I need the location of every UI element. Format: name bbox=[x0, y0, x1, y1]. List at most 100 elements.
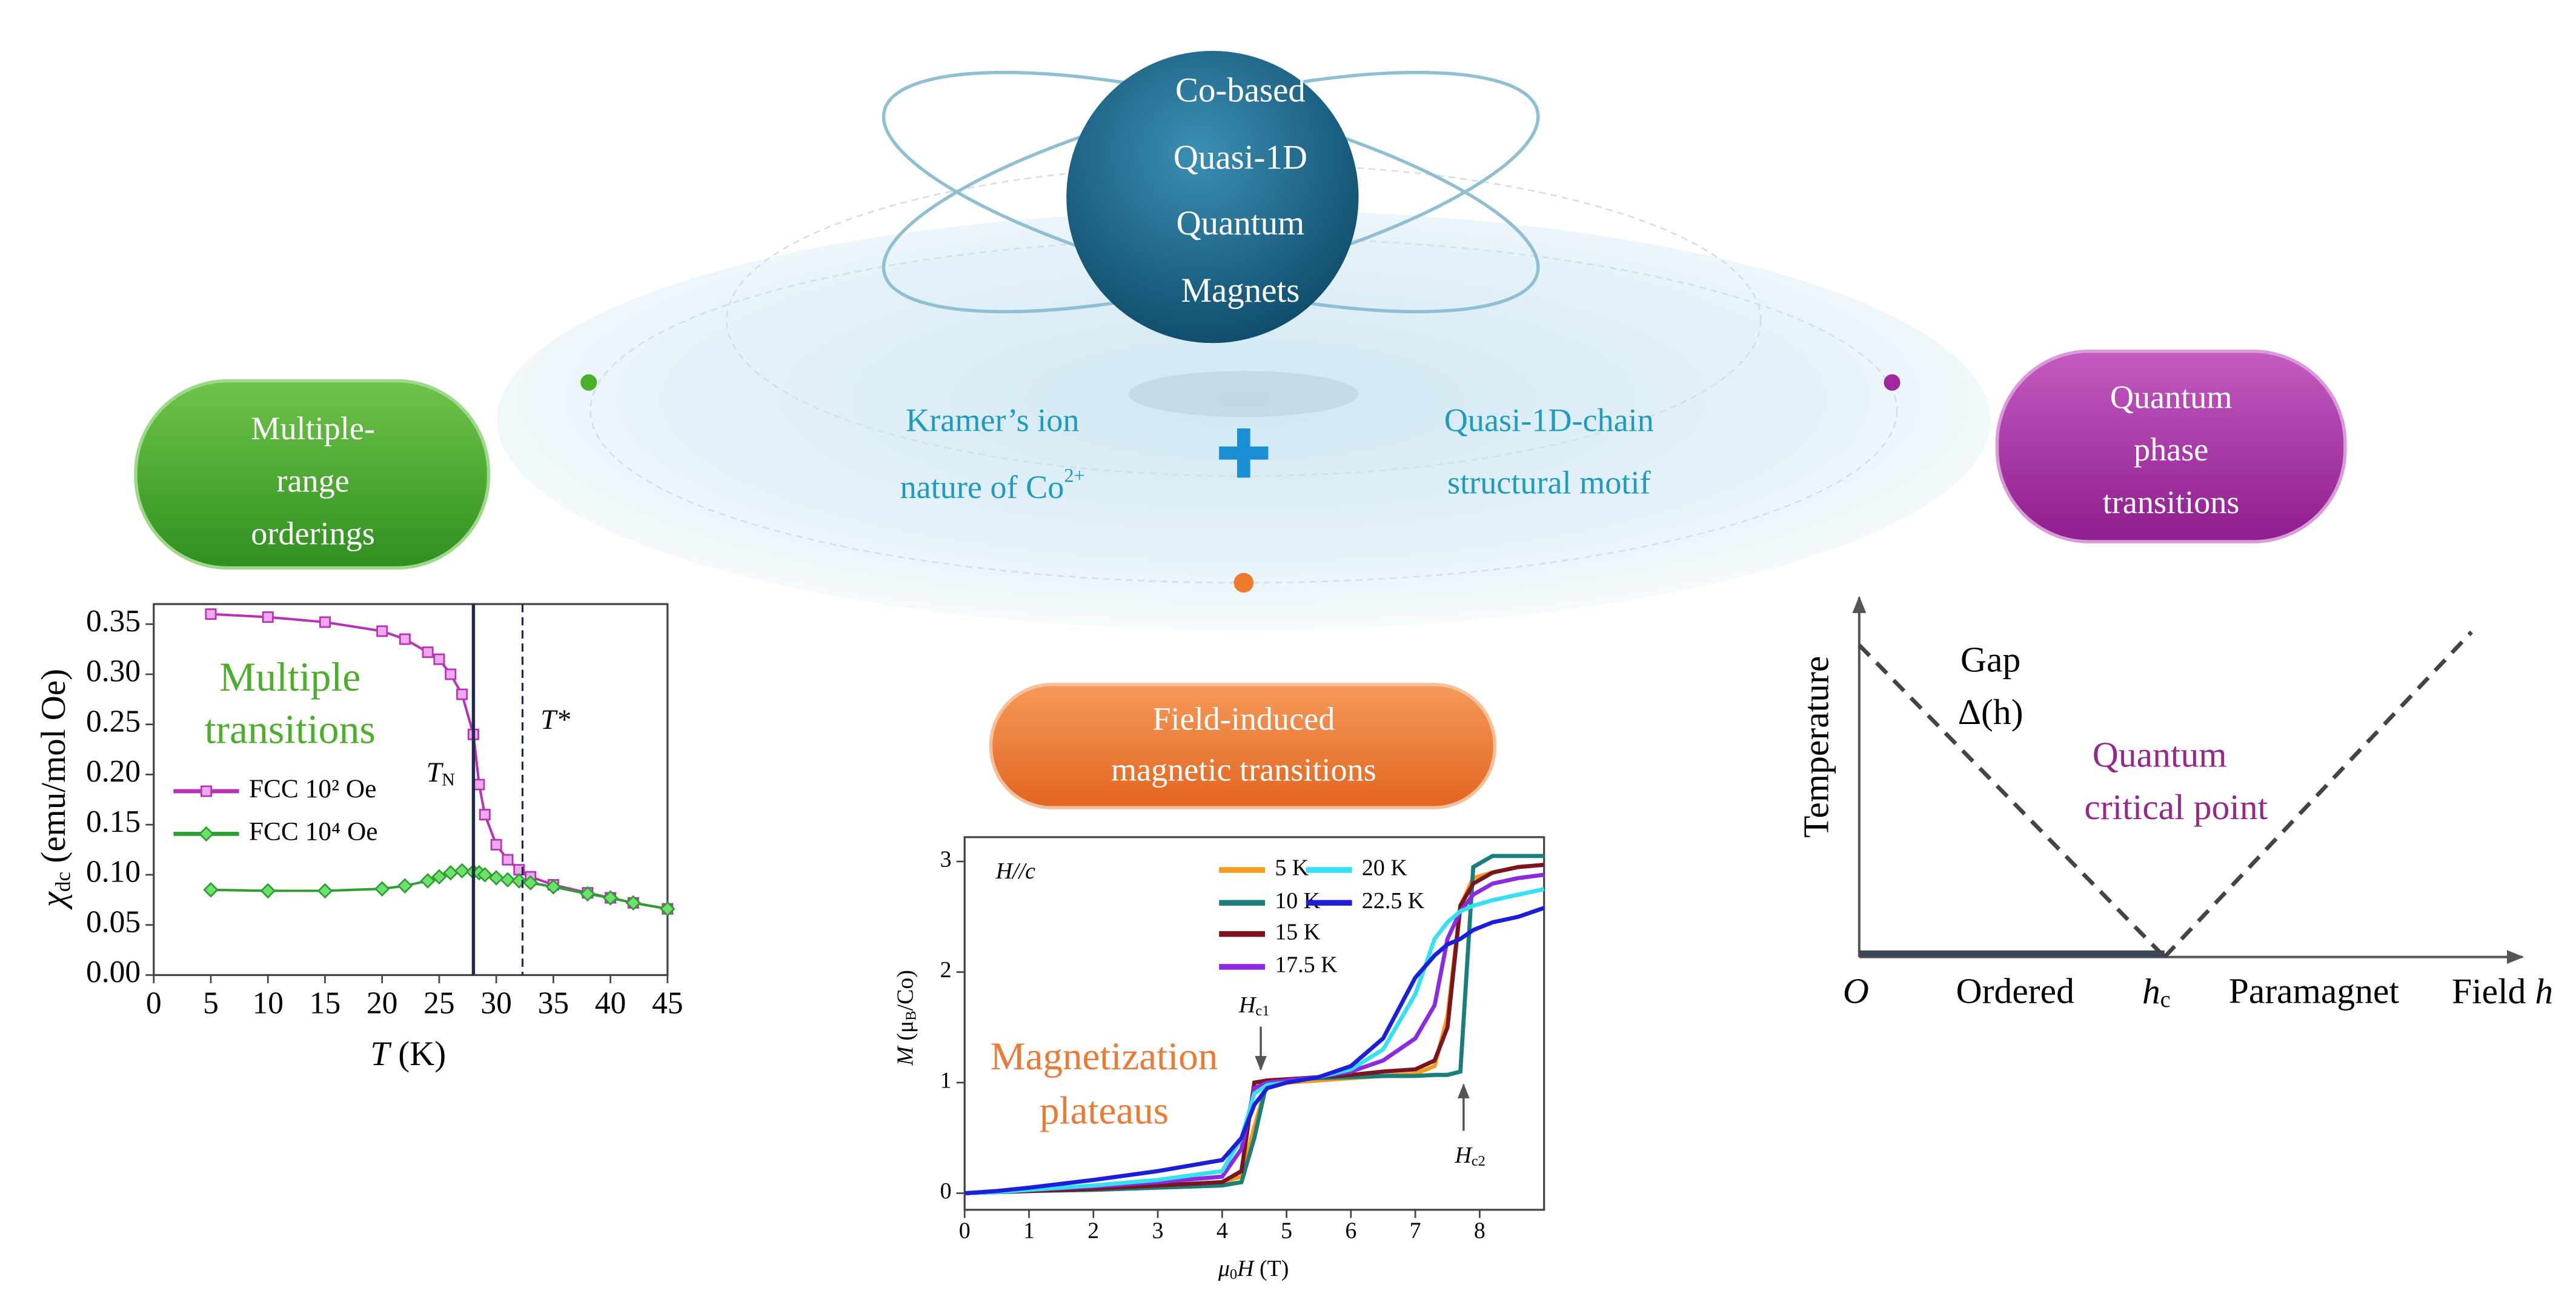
x-tick-label: 6 bbox=[1345, 1218, 1356, 1243]
x-tick-label: 15 bbox=[310, 986, 340, 1021]
point bbox=[376, 625, 388, 637]
point bbox=[374, 881, 390, 897]
point bbox=[399, 633, 411, 645]
y-tick-label: 0.20 bbox=[86, 754, 141, 789]
point bbox=[502, 854, 514, 866]
point bbox=[201, 785, 212, 797]
point bbox=[422, 646, 434, 658]
legend-label: 20 K bbox=[1362, 855, 1407, 881]
subscript: c bbox=[2160, 986, 2171, 1012]
badge bbox=[1995, 350, 2347, 543]
feature-line: structural motif bbox=[1447, 464, 1651, 500]
text-part: H bbox=[1454, 1143, 1473, 1168]
y-tick-label: 0.30 bbox=[86, 654, 141, 689]
text-part: 0 bbox=[1230, 1266, 1237, 1283]
y-tick-label: 0.10 bbox=[86, 855, 141, 889]
arrow-label: Hc1 bbox=[1238, 992, 1269, 1019]
symbol: h bbox=[2535, 971, 2553, 1011]
transition-label: TN bbox=[427, 756, 455, 789]
point bbox=[580, 886, 596, 902]
hub-features: Kramer’s ion nature of Co2+ Quasi-1D-cha… bbox=[900, 402, 1654, 505]
superscript: 2+ bbox=[1064, 465, 1085, 487]
text-part: dc bbox=[51, 872, 75, 892]
badge-line: magnetic transitions bbox=[1111, 752, 1376, 788]
point bbox=[490, 838, 502, 851]
label: critical point bbox=[2084, 787, 2268, 827]
feature-line: Quasi-1D-chain bbox=[1444, 402, 1654, 438]
text-part: H bbox=[1237, 1256, 1255, 1281]
x-tick-label: 10 bbox=[253, 986, 284, 1021]
y-tick-label: 2 bbox=[940, 957, 952, 983]
hub-disc bbox=[497, 210, 1991, 631]
legend-label: FCC 10⁴ Oe bbox=[249, 817, 378, 846]
point bbox=[431, 869, 447, 885]
point bbox=[500, 872, 516, 888]
x-tick-label: 5 bbox=[203, 986, 219, 1021]
point bbox=[445, 668, 457, 680]
axis-label-text: Field bbox=[2452, 971, 2535, 1011]
text-part: (T) bbox=[1253, 1256, 1289, 1281]
label: Ordered bbox=[1956, 971, 2074, 1011]
badge-line: phase bbox=[2134, 431, 2208, 468]
dot bbox=[1884, 374, 1900, 391]
point bbox=[545, 879, 562, 895]
legend-label: 15 K bbox=[1275, 919, 1320, 945]
point bbox=[473, 779, 485, 791]
x-tick-label: 8 bbox=[1474, 1218, 1486, 1243]
legend-label: 5 K bbox=[1275, 855, 1309, 881]
label: O bbox=[1843, 971, 1869, 1011]
charts: 0 5 10 15 20 25 30 35 40 450.000.050.100.150.200.… bbox=[35, 603, 1545, 1283]
x-tick-label: 35 bbox=[538, 986, 569, 1021]
y-tick-label: 0.05 bbox=[86, 905, 141, 939]
axis-label: χdc (emu/mol Oe) bbox=[35, 669, 75, 910]
series-line bbox=[964, 906, 1545, 1195]
x-tick-label: 2 bbox=[1087, 1218, 1099, 1243]
x-tick-label: 30 bbox=[480, 986, 511, 1021]
label: Paramagnet bbox=[2229, 971, 2400, 1011]
annotation: Multiple bbox=[219, 654, 360, 700]
y-tick-label: 0 bbox=[940, 1178, 952, 1204]
badge-line: Quantum bbox=[2110, 379, 2232, 416]
point bbox=[477, 867, 493, 883]
label: hc bbox=[2142, 971, 2171, 1012]
arrow-label: Hc2 bbox=[1454, 1143, 1485, 1169]
transition-label: T* bbox=[540, 704, 570, 735]
x-tick-label: 0 bbox=[959, 1218, 971, 1243]
legend-label: FCC 10² Oe bbox=[249, 774, 376, 803]
y-tick-label: 1 bbox=[940, 1068, 952, 1094]
x-tick-label: 40 bbox=[595, 986, 626, 1021]
hub-line: Co-based bbox=[1175, 71, 1306, 110]
axis-label: Temperature bbox=[1796, 656, 1836, 838]
x-tick-label: 4 bbox=[1217, 1218, 1228, 1243]
text-part: c2 bbox=[1472, 1153, 1486, 1169]
annotation: Magnetization bbox=[991, 1035, 1218, 1078]
badge-line: Field-induced bbox=[1152, 701, 1335, 737]
y-tick-label: 0.15 bbox=[86, 805, 141, 839]
x-tick-label: 7 bbox=[1410, 1218, 1421, 1243]
text-part: /Co) bbox=[892, 970, 918, 1011]
text-part: N bbox=[442, 770, 455, 790]
text-part: c1 bbox=[1255, 1003, 1269, 1019]
badge-line: range bbox=[276, 463, 349, 499]
boundary bbox=[2163, 630, 2473, 958]
badge-line: Multiple- bbox=[251, 410, 375, 447]
text-part: T bbox=[370, 1035, 391, 1073]
label: Quantum bbox=[2093, 734, 2227, 774]
plus bbox=[1237, 428, 1250, 478]
label: Δ(h) bbox=[1958, 692, 2023, 732]
text-part: (emu/mol Oe) bbox=[35, 669, 73, 872]
axis-label: M (μB/Co) bbox=[892, 970, 919, 1066]
text-part: μ bbox=[1218, 1256, 1230, 1281]
y-tick-label: 0.00 bbox=[86, 955, 141, 989]
x-tick-label: 0 bbox=[146, 986, 162, 1021]
hub-line: Magnets bbox=[1181, 271, 1300, 310]
axis-label: μ0H (T) bbox=[1218, 1256, 1289, 1283]
point bbox=[262, 611, 274, 623]
badge bbox=[134, 379, 491, 570]
hub-line: Quantum bbox=[1177, 204, 1305, 242]
text-part: T bbox=[427, 756, 444, 787]
text-part: χ bbox=[35, 891, 73, 910]
point bbox=[205, 608, 217, 620]
